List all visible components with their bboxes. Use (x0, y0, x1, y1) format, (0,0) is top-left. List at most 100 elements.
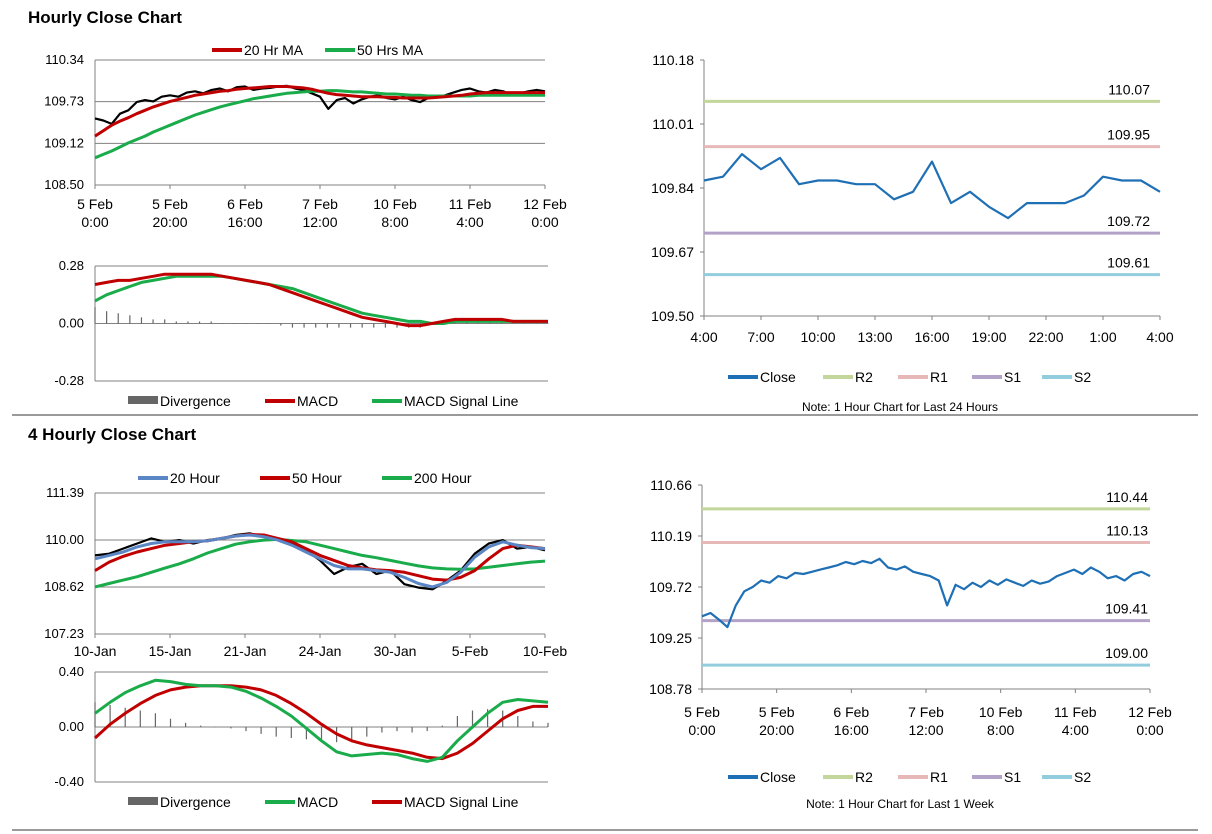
week-x-tick-label: 6 Feb (833, 704, 869, 720)
week-legend-r2-label: R2 (855, 769, 873, 785)
week-x-tick-label: 8:00 (987, 722, 1014, 738)
week-legend-close-label: Close (760, 769, 796, 785)
four-hourly-divergence-bar (426, 727, 428, 732)
hourly-divergence-bar (361, 323, 363, 328)
hourly-price-x-tick-label: 12 Feb (523, 196, 567, 212)
four-hourly-price-y-tick-label: 110.00 (45, 532, 84, 547)
hourly-divergence-bar (535, 323, 537, 324)
four-hourly-divergence-bar (456, 716, 458, 727)
hourly-24h-x-tick-label: 22:00 (1028, 329, 1063, 345)
week-close-line (701, 557, 1151, 629)
four-hourly-divergence-bar (366, 727, 368, 737)
hourly-24h-legend-r1-label: R1 (930, 369, 948, 385)
hourly-24h-y-tick-label: 110.01 (652, 116, 694, 132)
hourly-divergence-bar (245, 323, 247, 324)
four-hourly-200-hour-line (94, 537, 546, 589)
hourly-divergence-bar (547, 323, 549, 324)
four-hourly-divergence-bar (487, 709, 489, 727)
four-hourly-divergence-bar (230, 727, 232, 729)
week-x-tick-label: 11 Feb (1054, 704, 1097, 720)
hourly-price-x-tick-label: 20:00 (152, 214, 187, 230)
four-hourly-divergence-bar (124, 707, 126, 727)
four-hourly-divergence-bar (109, 705, 111, 727)
week-x-tick-label: 7 Feb (908, 704, 944, 720)
hourly-macd-y-tick-label: 0.00 (59, 316, 84, 331)
hourly-24h-x-tick-label: 19:00 (971, 329, 1006, 345)
week-x-tick-label: 12:00 (908, 722, 943, 738)
four-hourly-divergence-bar (547, 722, 549, 727)
hourly-24h-x-tick-label: 4:00 (690, 329, 717, 345)
hourly-24h-x-tick-label: 10:00 (800, 329, 835, 345)
hourly-20hr-ma-line (94, 85, 545, 138)
hourly-divergence-bar (164, 319, 166, 324)
hourly-divergence-bar (303, 323, 305, 328)
hourly-divergence-bar (257, 323, 259, 324)
four-hourly-divergence-bar (441, 725, 443, 727)
section-divider (12, 414, 1198, 416)
four-hourly-20-hour-line (94, 533, 546, 589)
four-hourly-divergence-bar (185, 722, 187, 727)
four-hourly-macd-signal-line (93, 684, 548, 761)
hourly-24h-x-tick-label: 16:00 (914, 329, 949, 345)
hourly-price-x-tick-label: 11 Feb (449, 196, 492, 212)
four-hourly-divergence-bar (169, 718, 172, 727)
hourly-24h-y-tick-label: 109.50 (651, 308, 694, 324)
hourly-price-x-tick-label: 5 Feb (152, 196, 188, 212)
hourly-macd-y-tick-label: -0.28 (54, 373, 84, 388)
hourly-legend-divergence-label: Divergence (160, 393, 231, 409)
hourly-divergence-bar (349, 323, 352, 328)
four-hourly-price-x-tick-label: 30-Jan (374, 643, 417, 659)
four-hourly-legend-200-hour-label: 200 Hour (414, 470, 472, 486)
four-hourly-divergence-bar (275, 727, 277, 737)
hourly-price-x-tick-label: 10 Feb (373, 196, 417, 212)
hourly-divergence-bar (396, 323, 398, 328)
hourly-24h-r1-level-label: 109.95 (1107, 127, 1150, 143)
week-x-tick-label: 5 Feb (684, 704, 720, 720)
four-hourly-price-x-tick-label: 21-Jan (224, 643, 267, 659)
hourly-24h-legend-s1-label: S1 (1004, 369, 1021, 385)
hourly-24h-x-tick-label: 4:00 (1146, 329, 1173, 345)
four-hourly-divergence-bar (154, 713, 156, 727)
four-hourly-divergence-bar (215, 727, 217, 728)
hourly-divergence-bar (198, 321, 201, 324)
hourly-divergence-bar (326, 323, 328, 328)
four-hourly-legend-divergence-swatch (128, 797, 158, 805)
hourly-legend-macd-signal-label: MACD Signal Line (404, 393, 519, 409)
hourly-24h-note: Note: 1 Hour Chart for Last 24 Hours (802, 400, 998, 414)
week-x-tick-label: 5 Feb (759, 704, 795, 720)
hourly-divergence-bar (512, 323, 514, 324)
four-hourly-divergence-bar (305, 727, 307, 740)
hourly-24h-x-tick-label: 1:00 (1089, 329, 1116, 345)
four-hourly-macd-line (94, 678, 549, 763)
week-legend-r1-label: R1 (930, 769, 948, 785)
four-hourly-price-x-tick-label: 10-Jan (74, 643, 117, 659)
hourly-price-x-tick-label: 4:00 (456, 214, 483, 230)
week-x-tick-label: 12 Feb (1128, 704, 1172, 720)
week-note: Note: 1 Hour Chart for Last 1 Week (806, 797, 995, 811)
four-hourly-divergence-bar (290, 727, 292, 738)
hourly-24h-y-tick-label: 109.84 (651, 180, 694, 196)
hourly-price-y-tick-label: 109.12 (44, 135, 84, 150)
hourly-price-y-tick-label: 108.50 (44, 177, 84, 192)
four-hourly-divergence-bar (532, 721, 534, 727)
four-hourly-divergence-bar (260, 727, 262, 734)
four-hourly-legend-50-hour-label: 50 Hour (292, 470, 342, 486)
four-hourly-divergence-bar (245, 727, 247, 732)
hourly-divergence-bar (373, 323, 375, 328)
four-hourly-price-x-tick-label: 5-Feb (452, 643, 489, 659)
hourly-50hr-ma-line (94, 89, 545, 160)
hourly-price-series-line (94, 84, 546, 126)
hourly-24h-legend-close-label: Close (760, 369, 796, 385)
hourly-24h-y-tick-label: 109.67 (651, 244, 694, 260)
hourly-legend-divergence-swatch (128, 396, 158, 404)
hourly-divergence-bar (233, 323, 235, 324)
hourly-price-x-tick-label: 7 Feb (302, 196, 338, 212)
week-legend-s2-label: S2 (1074, 769, 1091, 785)
four-hourly-divergence-bar (139, 710, 141, 727)
hourly-price-x-tick-label: 0:00 (81, 214, 108, 230)
four-hourly-price-x-tick-label: 10-Feb (523, 643, 568, 659)
week-legend-s1-label: S1 (1004, 769, 1021, 785)
hourly-divergence-bar (291, 323, 294, 328)
hourly-divergence-bar (338, 323, 340, 328)
